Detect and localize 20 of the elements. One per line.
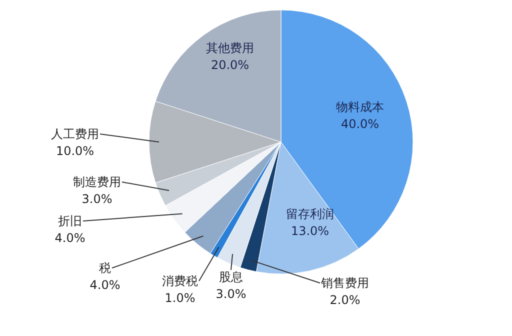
data-label: 3.0% [82,192,112,206]
data-label: 3.0% [216,287,246,301]
data-label: 10.0% [56,144,94,158]
data-label: 2.0% [330,293,360,307]
slice-label: 制造费用 [73,175,121,189]
data-label: 1.0% [164,291,196,305]
data-label: 20.0% [210,58,250,72]
slice-label: 人工费用 [51,127,99,141]
data-label: 4.0% [90,278,120,292]
slice-label: 税 [99,261,111,275]
slice-label: 消费税 [162,274,198,288]
slice-label: 股息 [219,270,243,284]
slice-label: 折旧 [58,214,82,228]
data-label: 13.0% [290,224,330,238]
data-label: 4.0% [54,231,86,245]
slice-label: 其他费用 [206,41,254,55]
slice-label: 物料成本 [336,100,384,114]
slice-label: 销售费用 [320,276,369,290]
data-label: 40.0% [340,117,380,131]
slice-label: 留存利润 [286,207,334,221]
